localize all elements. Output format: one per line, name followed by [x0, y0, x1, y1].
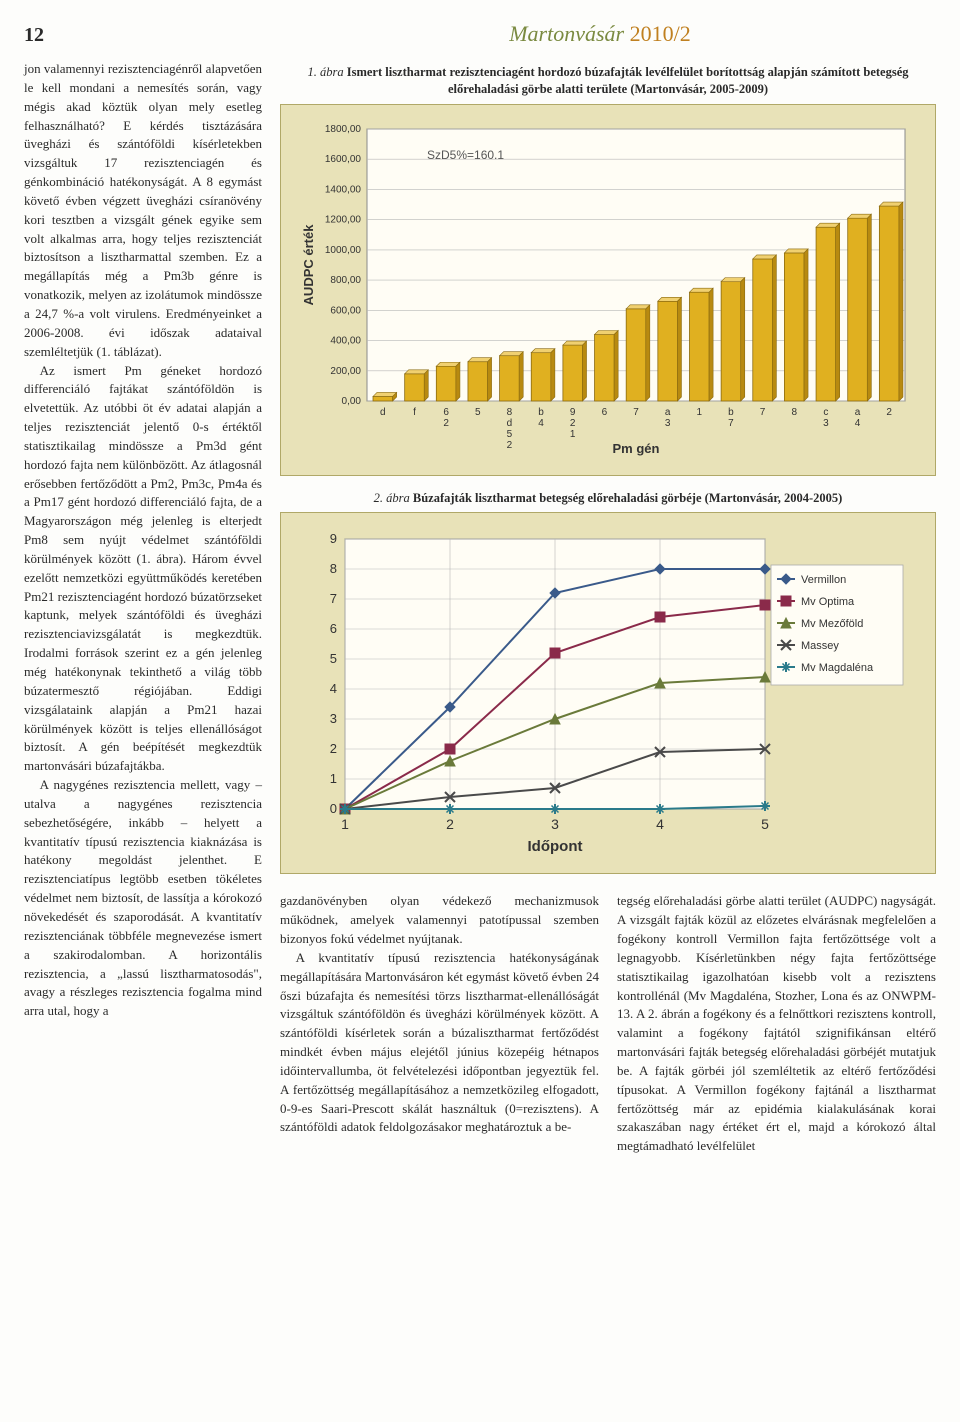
- svg-text:5: 5: [507, 429, 513, 440]
- svg-text:f: f: [413, 407, 416, 418]
- svg-text:9: 9: [570, 407, 576, 418]
- figure1-number: 1. ábra: [307, 65, 343, 79]
- bottom-columns: gazdanövényben olyan védekező mechanizmu…: [280, 892, 936, 1156]
- svg-text:Mv Mezőföld: Mv Mezőföld: [801, 618, 863, 630]
- figure2-number: 2. ábra: [374, 491, 410, 505]
- svg-text:7: 7: [760, 407, 766, 418]
- bar-chart-svg: 0,00 200,00 400,00 600,00 800,00 1000,00 1200,…: [295, 119, 915, 459]
- svg-text:0: 0: [330, 801, 337, 816]
- svg-text:3: 3: [665, 418, 671, 429]
- svg-text:d: d: [380, 407, 386, 418]
- svg-text:7: 7: [330, 591, 337, 606]
- svg-text:1800,00: 1800,00: [325, 124, 362, 135]
- body-paragraph: tegség előrehaladási görbe alatti terüle…: [617, 892, 936, 1156]
- svg-text:6: 6: [330, 621, 337, 636]
- figure1-chart: 0,00 200,00 400,00 600,00 800,00 1000,00 1200,…: [280, 104, 936, 476]
- figure2-chart: 012345678912345VermillonMv OptimaMv Mező…: [280, 512, 936, 874]
- svg-text:8: 8: [791, 407, 797, 418]
- svg-text:Időpont: Időpont: [528, 838, 583, 855]
- page-header: 12 Martonvásár 2010/2: [24, 18, 936, 50]
- svg-text:a: a: [665, 407, 671, 418]
- svg-text:5: 5: [761, 816, 769, 832]
- svg-text:b: b: [728, 407, 734, 418]
- svg-text:7: 7: [633, 407, 639, 418]
- svg-text:1400,00: 1400,00: [325, 184, 362, 195]
- body-paragraph: A nagygénes rezisztencia mellett, vagy –…: [24, 776, 262, 1021]
- svg-text:6: 6: [602, 407, 608, 418]
- svg-text:1200,00: 1200,00: [325, 214, 362, 225]
- svg-text:1600,00: 1600,00: [325, 154, 362, 165]
- svg-text:1: 1: [570, 429, 576, 440]
- svg-text:600,00: 600,00: [330, 305, 361, 316]
- svg-text:b: b: [538, 407, 544, 418]
- svg-text:Mv Magdaléna: Mv Magdaléna: [801, 662, 874, 674]
- journal-issue: 2010/2: [630, 21, 691, 46]
- figure1-title: Ismert lisztharmat rezisztenciagént hord…: [344, 65, 909, 96]
- svg-text:2: 2: [570, 418, 576, 429]
- journal-name: Martonvásár: [509, 21, 624, 46]
- svg-text:200,00: 200,00: [330, 366, 361, 377]
- bottom-middle-column: gazdanövényben olyan védekező mechanizmu…: [280, 892, 599, 1156]
- svg-text:7: 7: [728, 418, 734, 429]
- svg-text:Mv Optima: Mv Optima: [801, 596, 855, 608]
- figure2-title: Búzafajták lisztharmat betegség előrehal…: [410, 491, 843, 505]
- body-paragraph: jon valamennyi rezisztenciagénről alapve…: [24, 60, 262, 362]
- svg-text:3: 3: [330, 711, 337, 726]
- svg-text:4: 4: [855, 418, 861, 429]
- svg-text:3: 3: [823, 418, 829, 429]
- svg-text:1: 1: [341, 816, 349, 832]
- body-paragraph: gazdanövényben olyan védekező mechanizmu…: [280, 892, 599, 949]
- svg-text:5: 5: [330, 651, 337, 666]
- svg-text:8: 8: [330, 561, 337, 576]
- svg-text:Vermillon: Vermillon: [801, 574, 846, 586]
- svg-text:2: 2: [443, 418, 449, 429]
- svg-text:5: 5: [475, 407, 481, 418]
- figure1-caption: 1. ábra Ismert lisztharmat rezisztenciag…: [290, 64, 926, 98]
- svg-text:1000,00: 1000,00: [325, 245, 362, 256]
- line-chart-svg: 012345678912345VermillonMv OptimaMv Mező…: [295, 527, 915, 857]
- body-paragraph: Az ismert Pm géneket hordozó differenciá…: [24, 362, 262, 777]
- page-number: 12: [24, 21, 264, 50]
- svg-text:400,00: 400,00: [330, 335, 361, 346]
- svg-text:Pm gén: Pm gén: [613, 441, 660, 456]
- svg-text:8: 8: [507, 407, 513, 418]
- body-paragraph: A kvantitatív típusú rezisztencia hatéko…: [280, 949, 599, 1137]
- right-column: 1. ábra Ismert lisztharmat rezisztenciag…: [280, 60, 936, 1156]
- left-column: jon valamennyi rezisztenciagénről alapve…: [24, 60, 262, 1156]
- svg-text:1: 1: [697, 407, 703, 418]
- svg-text:9: 9: [330, 531, 337, 546]
- svg-text:0,00: 0,00: [342, 396, 362, 407]
- svg-text:d: d: [507, 418, 513, 429]
- journal-title: Martonvásár 2010/2: [264, 18, 936, 50]
- svg-text:AUDPC érték: AUDPC érték: [301, 224, 316, 306]
- svg-text:4: 4: [656, 816, 664, 832]
- svg-text:2: 2: [886, 407, 892, 418]
- svg-text:6: 6: [443, 407, 449, 418]
- svg-text:2: 2: [330, 741, 337, 756]
- svg-text:2: 2: [446, 816, 454, 832]
- figure2-caption: 2. ábra Búzafajták lisztharmat betegség …: [290, 490, 926, 507]
- svg-text:4: 4: [330, 681, 337, 696]
- svg-text:1: 1: [330, 771, 337, 786]
- svg-text:SzD5%=160.1: SzD5%=160.1: [427, 148, 504, 162]
- svg-text:800,00: 800,00: [330, 275, 361, 286]
- svg-text:4: 4: [538, 418, 544, 429]
- svg-text:2: 2: [507, 440, 513, 451]
- svg-text:Massey: Massey: [801, 640, 839, 652]
- svg-text:a: a: [855, 407, 861, 418]
- bottom-right-column: tegség előrehaladási görbe alatti terüle…: [617, 892, 936, 1156]
- svg-text:3: 3: [551, 816, 559, 832]
- svg-text:c: c: [823, 407, 828, 418]
